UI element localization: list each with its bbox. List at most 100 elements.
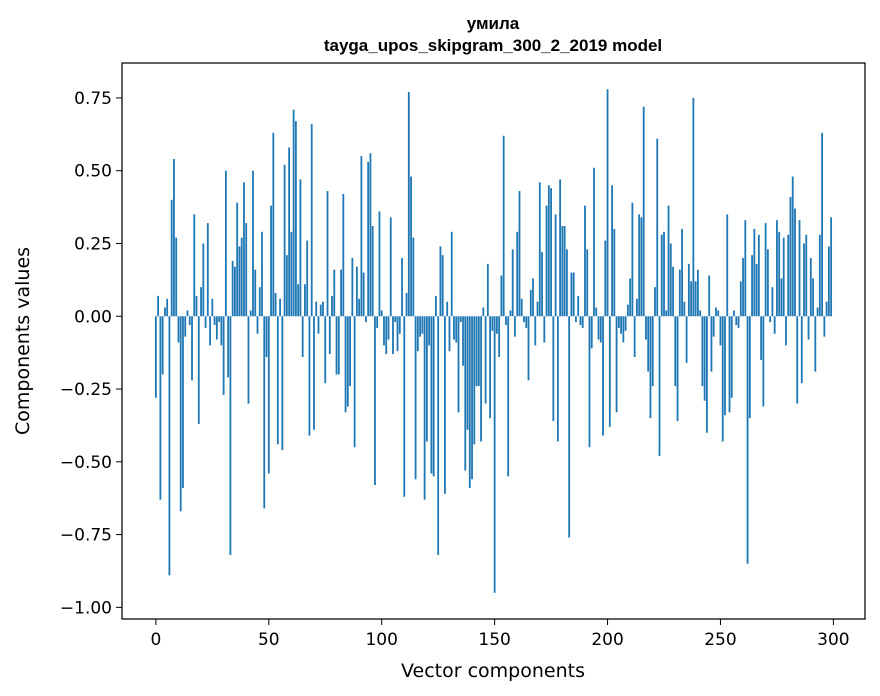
bar <box>735 316 738 325</box>
bar <box>538 182 541 317</box>
bar <box>234 266 236 317</box>
bar <box>480 316 482 442</box>
bar <box>306 240 309 317</box>
bar <box>565 249 568 317</box>
bar <box>258 287 261 317</box>
x-tick-label: 150 <box>478 630 510 650</box>
bar <box>439 246 442 317</box>
bar <box>656 138 659 317</box>
bar <box>220 316 223 346</box>
bar <box>511 249 514 317</box>
bar <box>184 316 187 337</box>
bar <box>421 316 424 334</box>
bar <box>324 316 327 384</box>
bar <box>419 316 422 337</box>
bar <box>728 316 731 413</box>
bar <box>687 263 690 317</box>
bar <box>595 307 598 317</box>
bar <box>606 89 609 317</box>
bar <box>534 316 537 346</box>
bar <box>471 316 473 480</box>
bar <box>380 310 383 317</box>
bar <box>392 316 394 355</box>
y-tick-label: −0.25 <box>60 380 112 400</box>
bar <box>224 170 227 317</box>
bar <box>457 316 460 413</box>
bar <box>733 310 735 317</box>
bar <box>387 316 390 340</box>
bar <box>428 316 431 346</box>
bar <box>238 246 241 317</box>
bar <box>383 316 385 346</box>
bar <box>636 298 638 317</box>
bar <box>523 316 525 323</box>
bar <box>584 205 586 317</box>
bar <box>554 214 557 317</box>
bar <box>247 316 250 404</box>
bar <box>757 234 760 317</box>
bar <box>794 208 796 317</box>
bar <box>272 132 275 317</box>
bar <box>491 316 494 331</box>
bar <box>267 316 270 474</box>
bar <box>766 249 769 317</box>
bar <box>290 231 293 317</box>
bar <box>622 316 625 343</box>
bar <box>692 97 695 317</box>
bar <box>486 263 489 317</box>
bar <box>462 316 464 366</box>
bar <box>550 188 552 317</box>
bar <box>624 316 627 331</box>
bar <box>525 316 528 328</box>
bar <box>351 258 354 317</box>
bar <box>617 316 620 328</box>
bar <box>299 179 302 317</box>
bar <box>674 316 677 387</box>
bar <box>468 316 471 489</box>
bar <box>200 287 202 317</box>
bar <box>166 298 169 317</box>
bar <box>414 316 417 480</box>
bar <box>593 167 595 317</box>
bar <box>590 316 593 349</box>
bar <box>572 272 575 317</box>
bar <box>401 258 403 317</box>
chart-subtitle: tayga_upos_skipgram_300_2_2019 model <box>324 36 662 55</box>
bar <box>482 307 485 317</box>
bar <box>825 301 828 317</box>
bar <box>559 179 562 317</box>
bar <box>455 316 458 343</box>
bar <box>493 316 496 593</box>
bar <box>231 260 234 317</box>
bar <box>800 316 803 384</box>
bar <box>642 106 645 317</box>
bar <box>789 196 792 317</box>
bar <box>249 310 252 317</box>
bar <box>313 316 315 430</box>
bar <box>611 185 613 317</box>
bar <box>708 275 711 317</box>
bar <box>669 243 672 317</box>
bar <box>814 316 817 372</box>
bar <box>240 237 243 317</box>
bar <box>182 316 184 489</box>
bar <box>818 234 821 317</box>
y-tick-label: 0.00 <box>74 307 112 327</box>
bar <box>154 316 157 398</box>
bar <box>191 316 193 381</box>
bar <box>823 316 826 337</box>
bar <box>785 316 787 346</box>
bar <box>706 316 708 433</box>
bar <box>737 316 740 328</box>
bar <box>360 156 363 317</box>
bar <box>724 316 726 416</box>
bar <box>448 316 451 352</box>
y-axis-ticks: −1.00 −0.75 −0.50 −0.25 0.00 0.25 0.50 0.75 <box>60 89 122 618</box>
bar <box>450 231 453 317</box>
bar <box>297 284 300 317</box>
bar <box>586 249 589 317</box>
bar <box>654 287 656 317</box>
y-tick-label: 0.25 <box>74 234 112 254</box>
bar <box>633 316 636 358</box>
